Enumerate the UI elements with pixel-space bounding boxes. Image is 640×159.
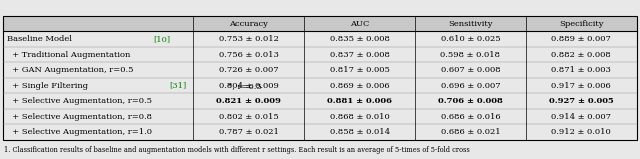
Bar (3, 16, 637, 140)
Text: Sensitivity: Sensitivity (448, 20, 493, 28)
Text: 0.756 ± 0.013: 0.756 ± 0.013 (219, 51, 278, 59)
Bar (3, 16, 637, 140)
Text: AUC: AUC (350, 20, 369, 28)
Text: 0.804 ± 0.009: 0.804 ± 0.009 (219, 82, 278, 90)
Text: 0.858 ± 0.014: 0.858 ± 0.014 (330, 128, 390, 136)
Text: 0.706 ± 0.008: 0.706 ± 0.008 (438, 97, 503, 105)
Text: [31]: [31] (169, 82, 186, 90)
Text: 0.607 ± 0.008: 0.607 ± 0.008 (441, 66, 500, 74)
Text: 0.912 ± 0.010: 0.912 ± 0.010 (552, 128, 611, 136)
Text: 0.869 ± 0.006: 0.869 ± 0.006 (330, 82, 389, 90)
Text: 0.787 ± 0.021: 0.787 ± 0.021 (219, 128, 278, 136)
Text: 1. Classification results of baseline and augmentation models with different r s: 1. Classification results of baseline an… (4, 146, 470, 154)
Text: 0.726 ± 0.007: 0.726 ± 0.007 (219, 66, 278, 74)
Text: 0.821 ± 0.009: 0.821 ± 0.009 (216, 97, 281, 105)
Text: Specificity: Specificity (559, 20, 604, 28)
Text: + Selective Augmentation, r=0.5: + Selective Augmentation, r=0.5 (7, 97, 152, 105)
Text: + Selective Augmentation, r=0.8: + Selective Augmentation, r=0.8 (7, 113, 152, 121)
Text: 0.868 ± 0.010: 0.868 ± 0.010 (330, 113, 390, 121)
Text: Baseline Model: Baseline Model (7, 35, 75, 43)
Text: 0.686 ± 0.021: 0.686 ± 0.021 (441, 128, 500, 136)
Text: 0.686 ± 0.016: 0.686 ± 0.016 (441, 113, 500, 121)
Text: *, r=0.5: *, r=0.5 (228, 82, 262, 90)
Text: 0.835 ± 0.008: 0.835 ± 0.008 (330, 35, 390, 43)
Text: 0.837 ± 0.008: 0.837 ± 0.008 (330, 51, 390, 59)
Text: 0.817 ± 0.005: 0.817 ± 0.005 (330, 66, 390, 74)
Text: + GAN Augmentation, r=0.5: + GAN Augmentation, r=0.5 (7, 66, 134, 74)
Text: 0.914 ± 0.007: 0.914 ± 0.007 (551, 113, 611, 121)
Text: + Selective Augmentation, r=1.0: + Selective Augmentation, r=1.0 (7, 128, 152, 136)
Text: Accuracy: Accuracy (229, 20, 268, 28)
Text: 0.696 ± 0.007: 0.696 ± 0.007 (441, 82, 500, 90)
Text: 0.598 ± 0.018: 0.598 ± 0.018 (440, 51, 500, 59)
Text: 0.871 ± 0.003: 0.871 ± 0.003 (552, 66, 611, 74)
Text: [10]: [10] (153, 35, 170, 43)
Text: 0.882 ± 0.008: 0.882 ± 0.008 (552, 51, 611, 59)
Bar (3, 16, 637, 31)
Text: + Single Filtering: + Single Filtering (7, 82, 91, 90)
Text: 0.889 ± 0.007: 0.889 ± 0.007 (552, 35, 611, 43)
Text: 0.927 ± 0.005: 0.927 ± 0.005 (549, 97, 614, 105)
Text: 0.802 ± 0.015: 0.802 ± 0.015 (219, 113, 278, 121)
Text: 0.610 ± 0.025: 0.610 ± 0.025 (441, 35, 500, 43)
Text: 0.753 ± 0.012: 0.753 ± 0.012 (219, 35, 278, 43)
Text: 0.881 ± 0.006: 0.881 ± 0.006 (327, 97, 392, 105)
Text: + Traditional Augmentation: + Traditional Augmentation (7, 51, 131, 59)
Text: 0.917 ± 0.006: 0.917 ± 0.006 (552, 82, 611, 90)
